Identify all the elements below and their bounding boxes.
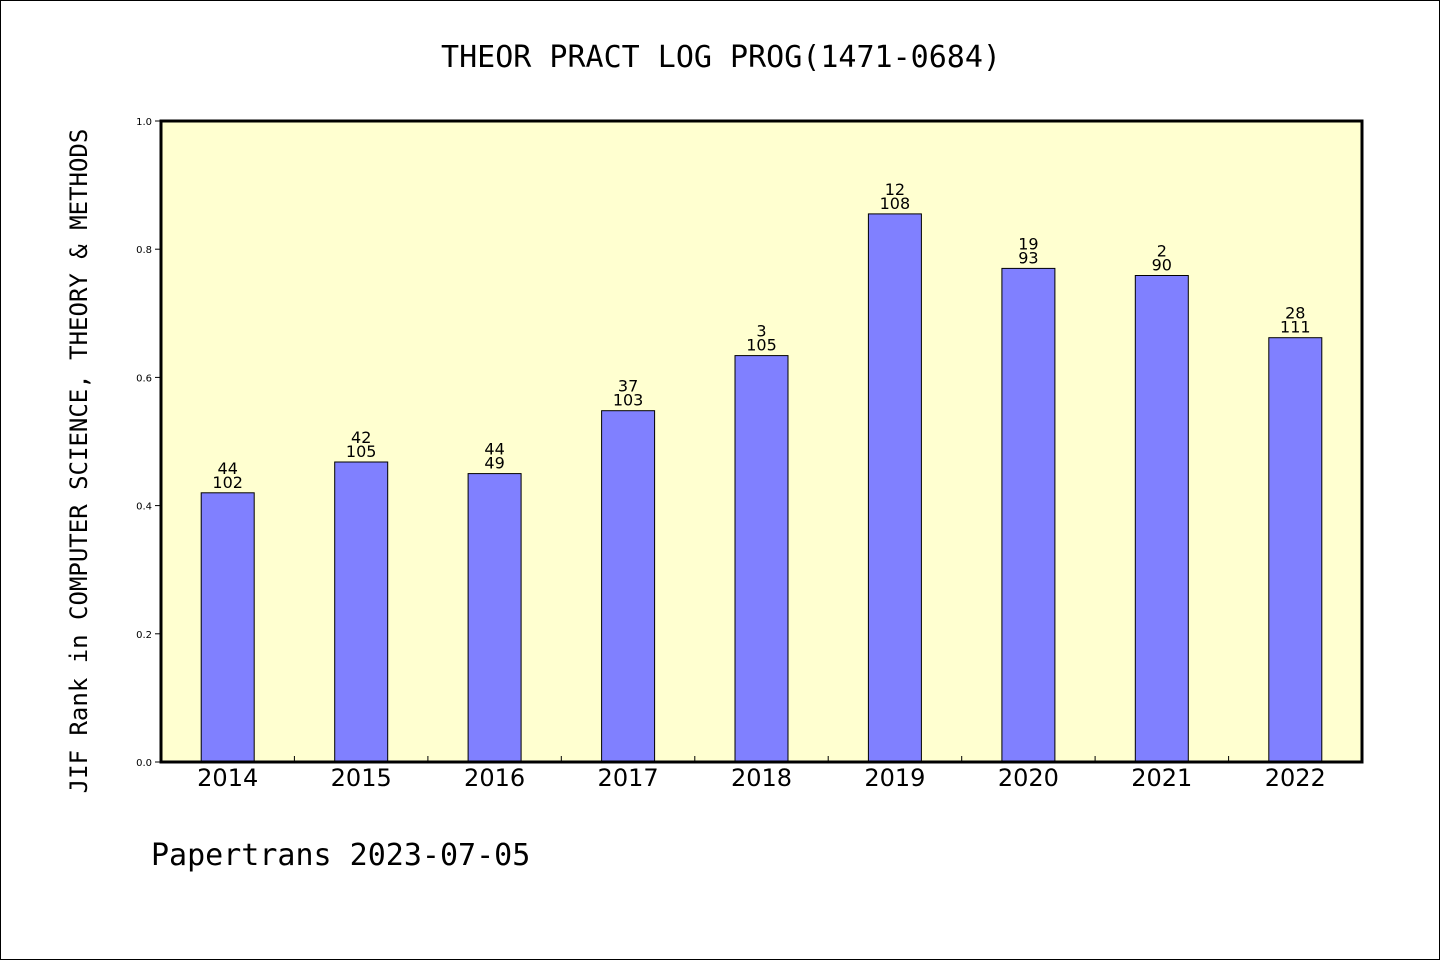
x-tick-label-2020: 2020: [998, 764, 1059, 792]
data-label-top-2016: 44: [484, 440, 504, 459]
chart-title: THEOR PRACT LOG PROG(1471-0684): [441, 40, 1001, 75]
data-label-bottom-2016: 49: [484, 454, 504, 473]
y-axis-label: JIF Rank in COMPUTER SCIENCE, THEORY & M…: [65, 129, 93, 794]
x-tick-label-2015: 2015: [331, 764, 392, 792]
y-tick-label-1.0: 1.0: [136, 117, 152, 128]
data-label-bottom-2018: 105: [746, 336, 777, 355]
data-label-bottom-2020: 93: [1018, 248, 1038, 267]
data-label-top-2015: 42: [351, 428, 371, 447]
y-tick-label-0.0: 0.0: [136, 758, 152, 769]
data-label-bottom-2014: 102: [212, 473, 243, 492]
bar-2019: [867, 213, 922, 763]
bar-2016: [467, 473, 522, 763]
x-tick-label-2018: 2018: [731, 764, 792, 792]
bar-2020: [1001, 267, 1056, 763]
x-tick-label-2014: 2014: [197, 764, 258, 792]
data-label-top-2021: 2: [1157, 242, 1167, 261]
data-label-bottom-2022: 111: [1280, 318, 1311, 337]
data-label-top-2017: 37: [618, 377, 638, 396]
x-tick-label-2019: 2019: [864, 764, 925, 792]
y-tick-label-0.8: 0.8: [136, 245, 152, 256]
data-label-top-2018: 3: [756, 322, 766, 341]
data-label-top-2020: 19: [1018, 234, 1038, 253]
data-label-top-2019: 12: [885, 180, 905, 199]
x-tick-label-2021: 2021: [1131, 764, 1192, 792]
data-label-top-2014: 44: [218, 459, 238, 478]
data-label-bottom-2019: 108: [880, 194, 911, 213]
y-tick-label-0.4: 0.4: [136, 502, 152, 513]
x-tick-label-2022: 2022: [1265, 764, 1326, 792]
bars-group: [200, 213, 1323, 763]
y-tick-label-0.6: 0.6: [136, 373, 152, 384]
bar-2022: [1268, 337, 1323, 763]
y-tick-label-0.2: 0.2: [136, 630, 152, 641]
data-label-bottom-2017: 103: [613, 391, 644, 410]
data-label-top-2022: 28: [1285, 304, 1305, 323]
data-label-bottom-2021: 90: [1152, 256, 1172, 275]
x-tick-label-2016: 2016: [464, 764, 525, 792]
x-axis-ticks: 2014 2015 2016 2017 2018 2019 2020 2021 2022: [197, 756, 1326, 792]
footer-credit: Papertrans 2023-07-05: [151, 838, 530, 873]
bar-2014: [200, 492, 255, 763]
bar-2021: [1134, 275, 1189, 763]
bar-2017: [601, 410, 656, 763]
x-tick-label-2017: 2017: [598, 764, 659, 792]
y-axis-ticks: 0.0 0.2 0.4 0.6 0.8 1.0: [136, 117, 161, 769]
bar-2018: [734, 355, 789, 763]
plot-border: [159, 119, 1364, 764]
data-label-bottom-2015: 105: [346, 442, 377, 461]
bar-2015: [334, 461, 389, 763]
